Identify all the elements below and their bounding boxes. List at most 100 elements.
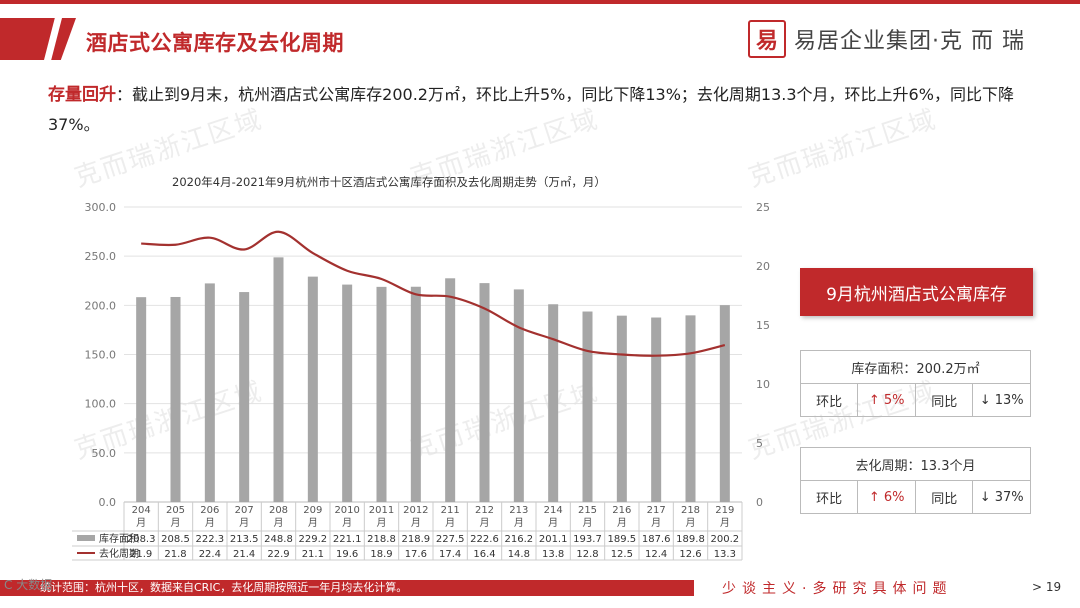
x-tick-label: 206 xyxy=(200,505,219,516)
bar xyxy=(136,297,147,502)
right-axis-tick: 5 xyxy=(756,437,763,450)
x-tick-label-suffix: 月 xyxy=(445,517,455,529)
x-tick-label-suffix: 月 xyxy=(686,517,696,529)
right-axis-tick: 25 xyxy=(756,201,770,214)
x-tick-label: 214 xyxy=(544,505,563,516)
x-tick-label: 208 xyxy=(269,505,288,516)
bar xyxy=(479,283,490,502)
data-label: 221.1 xyxy=(333,534,362,545)
x-tick-label-suffix: 月 xyxy=(480,517,490,529)
chart-title: 2020年4月-2021年9月杭州市十区酒店式公寓库存面积及去化周期走势（万㎡，… xyxy=(172,175,606,189)
data-label: 12.5 xyxy=(611,549,633,560)
data-label: 13.3 xyxy=(714,549,736,560)
bar xyxy=(376,286,387,502)
data-label: 17.6 xyxy=(405,549,427,560)
corner-logo: C 大数据 xyxy=(4,578,53,592)
data-label: 189.5 xyxy=(608,534,637,545)
x-tick-label: 2012 xyxy=(403,505,428,516)
data-label: 218.9 xyxy=(402,534,431,545)
kpi-cycle-label: 去化周期：13.3个月 xyxy=(800,447,1031,481)
data-label: 218.8 xyxy=(367,534,396,545)
bar xyxy=(685,315,696,502)
kpi-cycle-mom-label: 环比 xyxy=(799,480,859,514)
data-label: 222.3 xyxy=(196,534,225,545)
kpi-stock-label: 库存面积：200.2万㎡ xyxy=(800,350,1031,384)
footer-slogan: 少谈主义·多研究具体问题 xyxy=(722,581,953,597)
x-tick-label: 217 xyxy=(647,505,666,516)
x-tick-label: 212 xyxy=(475,505,494,516)
logo-mark-icon: 易 xyxy=(748,20,786,58)
x-tick-label-suffix: 月 xyxy=(308,517,318,529)
data-label: 229.2 xyxy=(299,534,328,545)
bar xyxy=(445,278,456,502)
top-accent-bar xyxy=(0,0,1080,4)
x-tick-label-suffix: 月 xyxy=(205,517,215,529)
bar xyxy=(170,296,181,502)
data-label: 189.8 xyxy=(676,534,705,545)
data-label: 18.9 xyxy=(370,549,392,560)
kpi-cycle-mom-value: ↑ 6% xyxy=(857,480,917,514)
x-tick-label-suffix: 月 xyxy=(239,517,249,529)
company-logo: 易 易居企业集团·克 而 瑞 xyxy=(748,20,1025,58)
series-line-去化周期 xyxy=(141,230,726,357)
legend-label: 库存面积 xyxy=(99,532,139,545)
callout-banner: 9月杭州酒店式公寓库存 xyxy=(800,268,1033,316)
left-axis-tick: 50.0 xyxy=(92,447,117,460)
x-tick-label-suffix: 月 xyxy=(651,517,661,529)
bar xyxy=(410,286,421,502)
bar xyxy=(273,257,284,502)
x-tick-label: 211 xyxy=(441,505,460,516)
data-label: 216.2 xyxy=(505,534,534,545)
right-axis-tick: 10 xyxy=(756,378,770,391)
right-axis-tick: 0 xyxy=(756,496,763,509)
data-label: 12.6 xyxy=(679,549,701,560)
data-label: 13.8 xyxy=(542,549,564,560)
data-label: 200.2 xyxy=(711,534,740,545)
x-tick-label-suffix: 月 xyxy=(171,517,181,529)
logo-text: 易居企业集团·克 而 瑞 xyxy=(794,29,1025,54)
x-tick-label: 213 xyxy=(509,505,528,516)
summary-text: ：截止到9月末，杭州酒店式公寓库存200.2万㎡，环比上升5%，同比下降13%；… xyxy=(48,85,1014,134)
x-tick-label: 218 xyxy=(681,505,700,516)
left-axis-tick: 200.0 xyxy=(85,299,117,312)
kpi-stock-mom-value: ↑ 5% xyxy=(857,383,917,417)
x-tick-label-suffix: 月 xyxy=(617,517,627,529)
bar xyxy=(582,311,593,502)
summary-highlight: 存量回升 xyxy=(48,85,116,105)
data-label: 187.6 xyxy=(642,534,671,545)
data-label: 227.5 xyxy=(436,534,465,545)
x-tick-label: 216 xyxy=(612,505,631,516)
data-label: 14.8 xyxy=(508,549,530,560)
data-label: 22.4 xyxy=(199,549,221,560)
x-tick-label-suffix: 月 xyxy=(342,517,352,529)
data-label: 213.5 xyxy=(230,534,259,545)
x-tick-label-suffix: 月 xyxy=(377,517,387,529)
kpi-cycle-yoy-label: 同比 xyxy=(915,480,974,514)
x-tick-label: 207 xyxy=(235,505,254,516)
data-label: 16.4 xyxy=(473,549,495,560)
data-label: 21.1 xyxy=(302,549,324,560)
x-tick-label: 205 xyxy=(166,505,185,516)
summary-paragraph: 存量回升：截止到9月末，杭州酒店式公寓库存200.2万㎡，环比上升5%，同比下降… xyxy=(48,80,1058,140)
page-number: > 19 xyxy=(1032,580,1062,594)
bar xyxy=(616,315,627,502)
x-tick-label-suffix: 月 xyxy=(136,517,146,529)
x-tick-label: 215 xyxy=(578,505,597,516)
page-title: 酒店式公寓库存及去化周期 xyxy=(86,31,344,55)
kpi-cycle-table: 去化周期：13.3个月 环比 ↑ 6% 同比 ↓ 37% xyxy=(799,447,1031,514)
x-tick-label-suffix: 月 xyxy=(720,517,730,529)
data-label: 21.8 xyxy=(164,549,186,560)
kpi-cycle-yoy-value: ↓ 37% xyxy=(972,480,1031,514)
kpi-stock-yoy-label: 同比 xyxy=(915,383,974,417)
data-label: 21.9 xyxy=(130,549,152,560)
left-axis-tick: 150.0 xyxy=(85,349,117,362)
data-label: 222.6 xyxy=(470,534,499,545)
title-accent-shape xyxy=(0,18,76,60)
x-tick-label-suffix: 月 xyxy=(274,517,284,529)
data-label: 201.1 xyxy=(539,534,568,545)
bar xyxy=(719,305,730,502)
footer-note: 统计范围：杭州十区，数据来自CRIC，去化周期按照近一年月均去化计算。 xyxy=(40,581,408,594)
bar xyxy=(239,292,250,502)
legend-swatch-库存面积 xyxy=(77,535,95,541)
x-tick-label-suffix: 月 xyxy=(583,517,593,529)
